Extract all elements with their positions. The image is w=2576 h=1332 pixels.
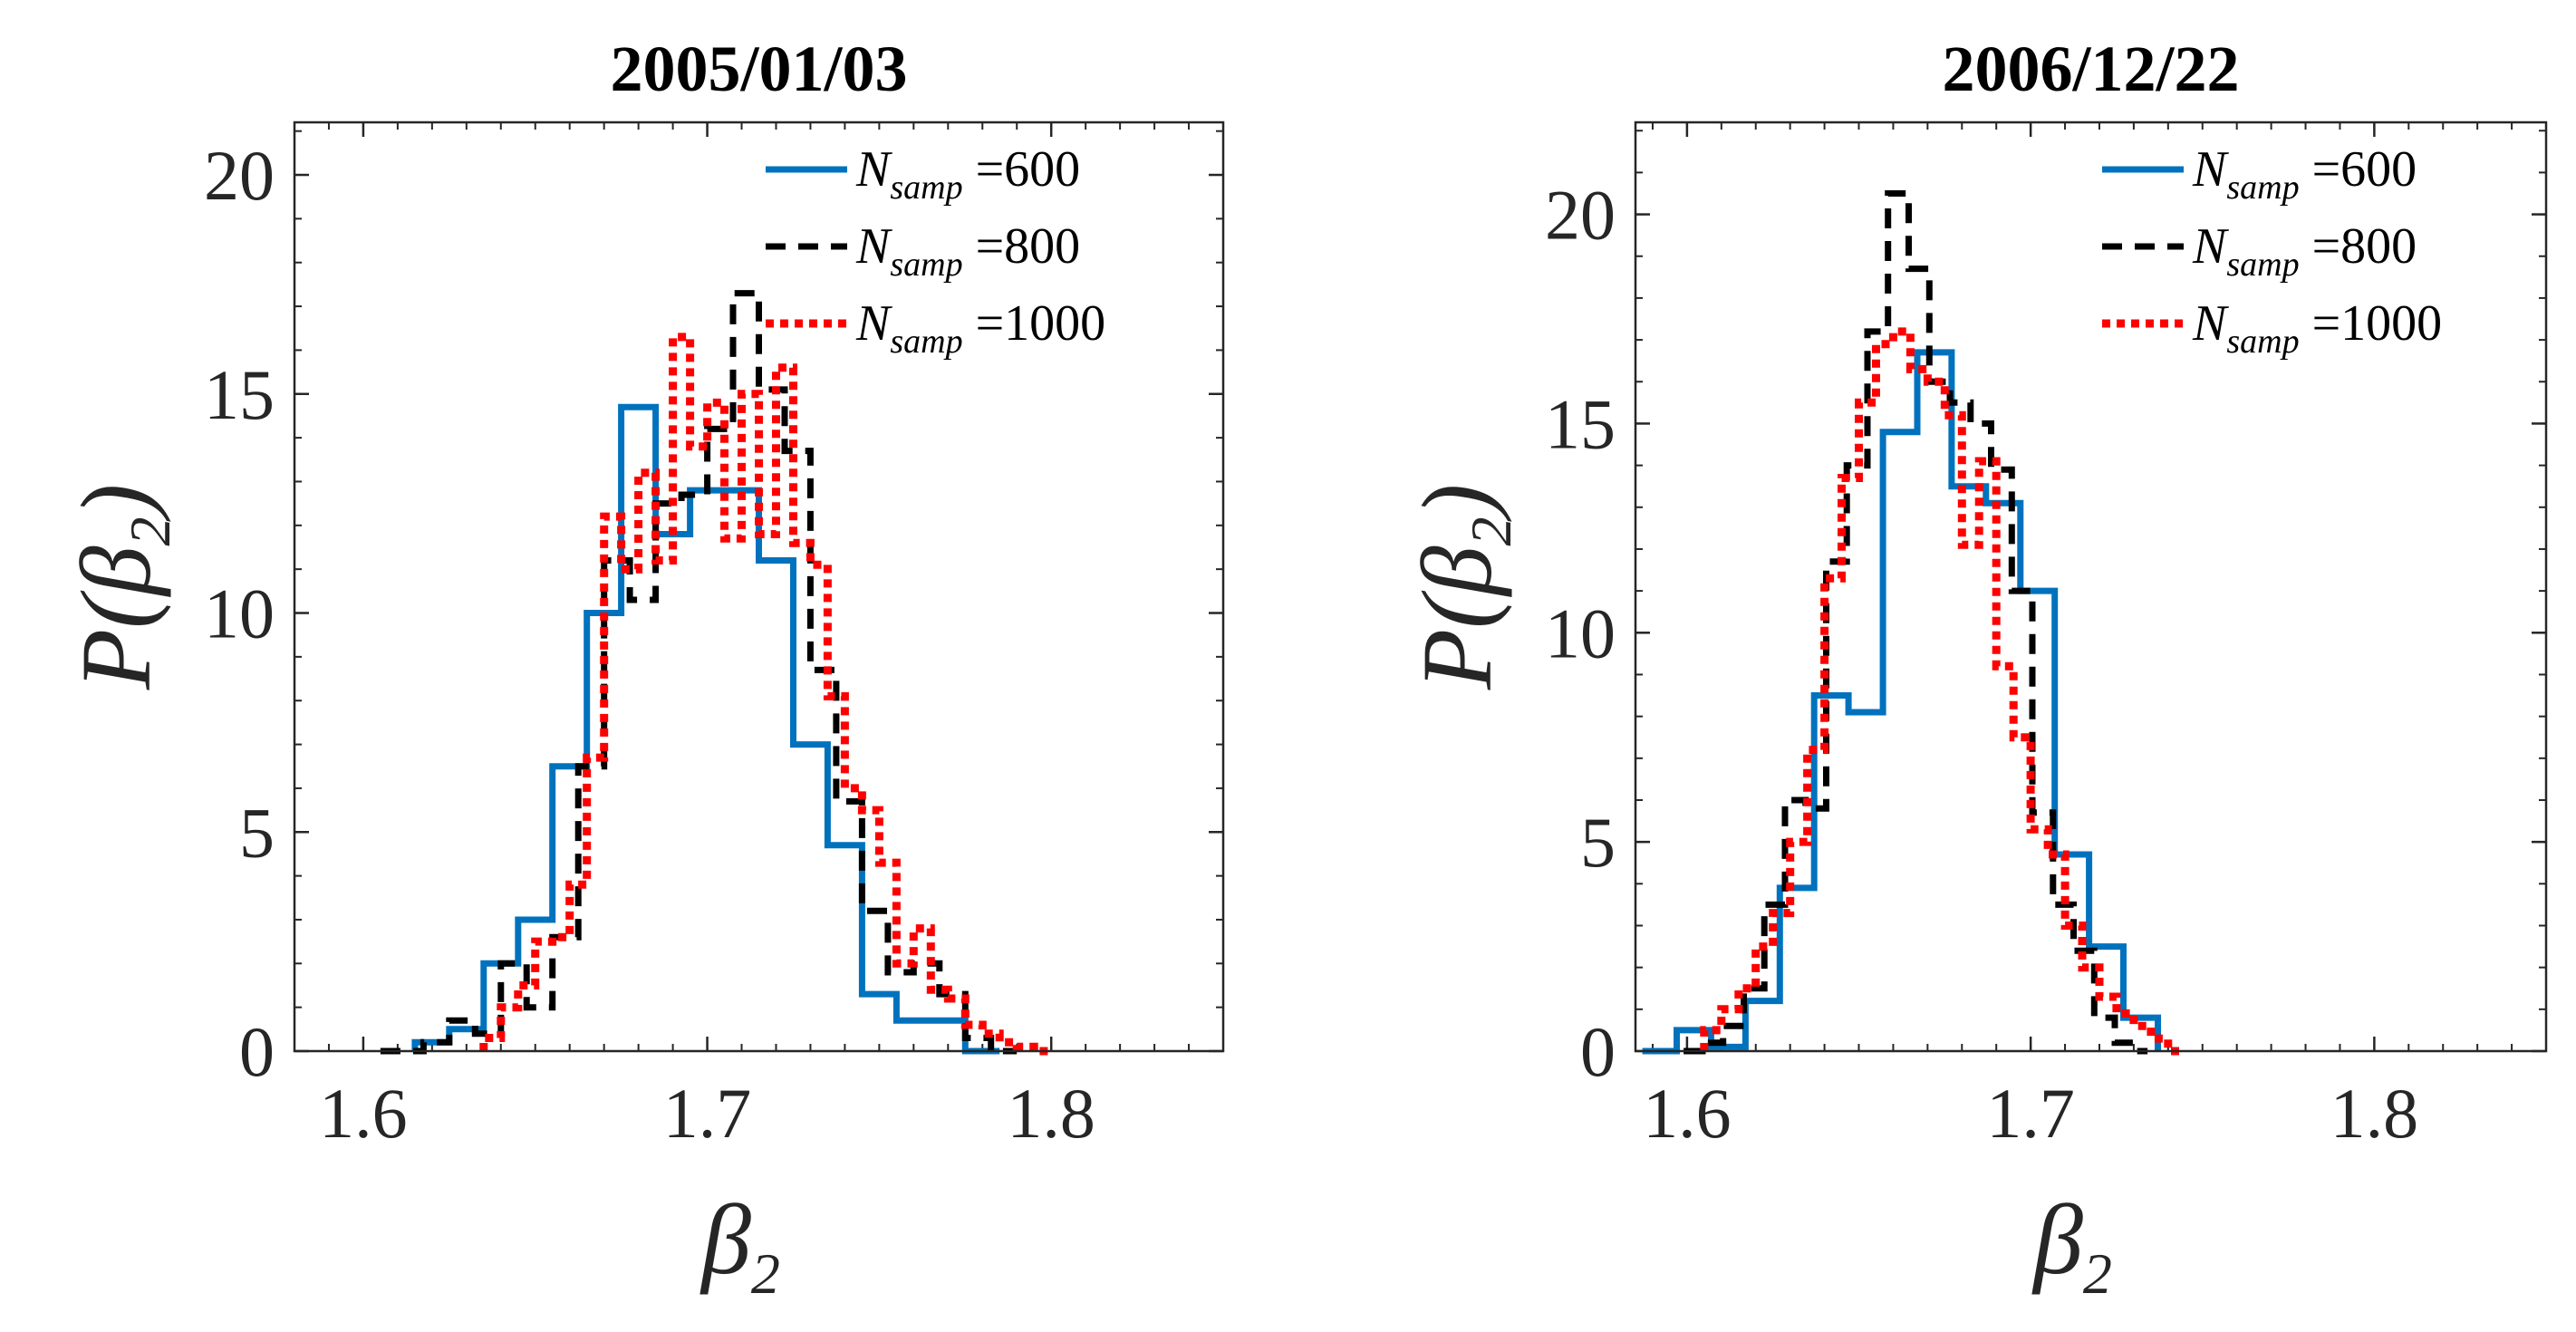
legend-label-800: Nsamp =800 xyxy=(2192,218,2417,284)
y-axis-label: P(β2) xyxy=(1402,484,1523,690)
x-tick-label: 1.8 xyxy=(2330,1074,2419,1153)
legend-label-600: Nsamp =600 xyxy=(855,141,1080,207)
x-tick-label: 1.8 xyxy=(1007,1074,1095,1153)
x-axis-symbol: β xyxy=(699,1184,751,1295)
x-tick-label: 1.7 xyxy=(1986,1074,2075,1153)
y-tick-label: 5 xyxy=(1580,803,1616,882)
x-tick-label: 1.6 xyxy=(1643,1074,1732,1153)
y-axis-prefix: P( xyxy=(1402,590,1512,690)
y-tick-label: 20 xyxy=(1545,176,1616,255)
y-tick-label: 15 xyxy=(204,355,275,434)
x-axis-symbol: β xyxy=(2031,1184,2083,1295)
legend-label-600: Nsamp =600 xyxy=(2192,141,2417,207)
y-axis-subscript: 2 xyxy=(118,517,182,546)
legend-label-800: Nsamp =800 xyxy=(855,218,1080,284)
x-axis-subscript: 2 xyxy=(2083,1241,2112,1306)
y-axis-symbol: β xyxy=(1402,545,1512,597)
x-tick-label: 1.7 xyxy=(663,1074,752,1153)
y-axis-prefix: P( xyxy=(61,590,171,690)
chart-title: 2005/01/03 xyxy=(610,33,907,105)
y-axis-symbol: β xyxy=(61,545,171,597)
y-tick-label: 20 xyxy=(204,136,275,215)
y-tick-label: 0 xyxy=(239,1012,275,1091)
y-tick-label: 10 xyxy=(204,574,275,653)
y-axis-subscript: 2 xyxy=(1459,517,1523,546)
x-axis-subscript: 2 xyxy=(751,1241,780,1306)
y-tick-label: 15 xyxy=(1545,384,1616,463)
y-axis-suffix: ) xyxy=(61,484,171,523)
figure: 2005/01/031.6 1.7 1.805101520β2P(β2)Nsamp … xyxy=(0,0,2576,1332)
y-tick-label: 10 xyxy=(1545,594,1616,672)
y-tick-label: 5 xyxy=(239,793,275,872)
y-axis-suffix: ) xyxy=(1402,484,1512,523)
chart-title: 2006/12/22 xyxy=(1942,33,2239,105)
y-tick-label: 0 xyxy=(1580,1012,1616,1091)
y-axis-label: P(β2) xyxy=(61,484,182,690)
x-tick-label: 1.6 xyxy=(319,1074,408,1153)
